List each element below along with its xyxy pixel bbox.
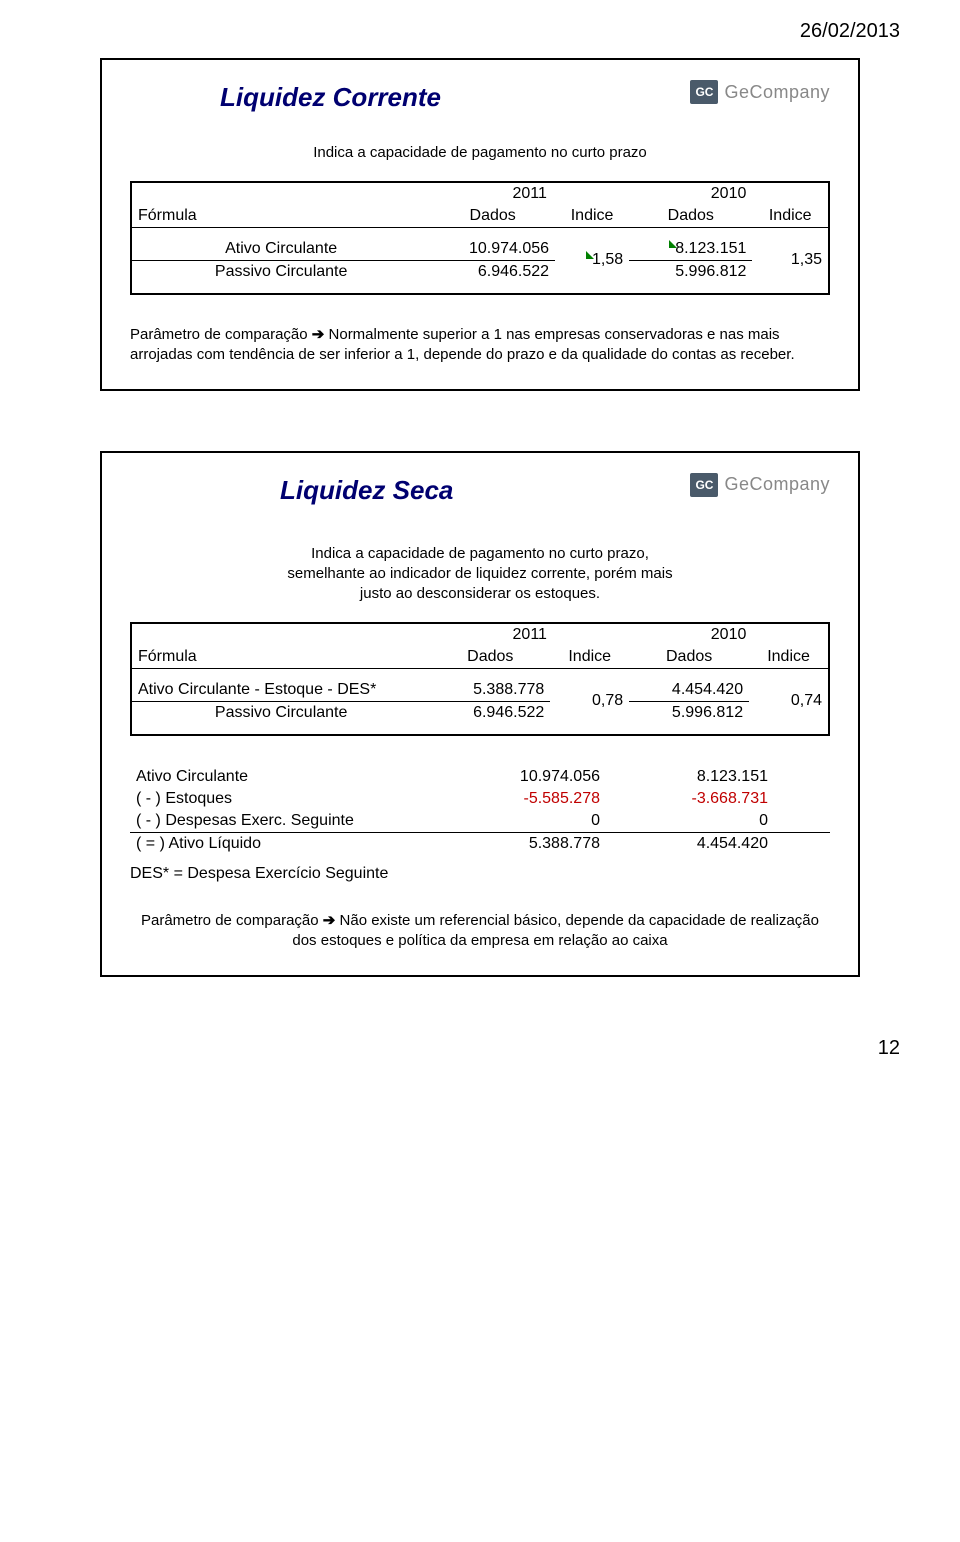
index-2011: 1,58 bbox=[592, 251, 623, 268]
table-row: Passivo Circulante 6.946.522 5.996.812 bbox=[132, 701, 828, 724]
parameter-text: Parâmetro de comparação ➔ Não existe um … bbox=[130, 911, 830, 951]
table-row: Ativo Circulante 10.974.056 1,58 8.123.1… bbox=[132, 238, 828, 261]
formula-label: Fórmula bbox=[132, 205, 430, 228]
calc-2010: 4.454.420 bbox=[606, 832, 774, 855]
year-2011: 2011 bbox=[430, 183, 629, 205]
denominator-2010: 5.996.812 bbox=[629, 701, 749, 724]
calc-2010: -3.668.731 bbox=[606, 788, 774, 810]
param-label: Parâmetro de comparação bbox=[141, 912, 319, 929]
denominator-2011: 6.946.522 bbox=[430, 260, 555, 283]
table-row: ( = ) Ativo Líquido 5.388.778 4.454.420 bbox=[130, 832, 830, 855]
calc-2011: 10.974.056 bbox=[438, 766, 606, 788]
calc-label: ( - ) Despesas Exerc. Seguinte bbox=[130, 810, 438, 833]
table-row: ( - ) Estoques -5.585.278 -3.668.731 bbox=[130, 788, 830, 810]
calc-2011: 5.388.778 bbox=[438, 832, 606, 855]
index-2010: 0,74 bbox=[749, 679, 828, 724]
arrow-right-icon: ➔ bbox=[312, 326, 329, 343]
numerator-label: Ativo Circulante - Estoque - DES* bbox=[132, 679, 430, 702]
table-row: 2011 2010 bbox=[132, 183, 828, 205]
numerator-label: Ativo Circulante bbox=[132, 238, 430, 261]
desc-line: Indica a capacidade de pagamento no curt… bbox=[311, 545, 649, 562]
col-dados: Dados bbox=[629, 646, 749, 669]
formula-label: Fórmula bbox=[132, 646, 430, 669]
table-row: 2011 2010 bbox=[132, 624, 828, 646]
calc-2011: 0 bbox=[438, 810, 606, 833]
calculation-table: Ativo Circulante 10.974.056 8.123.151 ( … bbox=[130, 766, 830, 855]
param-label: Parâmetro de comparação bbox=[130, 326, 308, 343]
slide-description: Indica a capacidade de pagamento no curt… bbox=[130, 143, 830, 163]
year-2010: 2010 bbox=[629, 183, 828, 205]
index-2010: 1,35 bbox=[752, 238, 828, 283]
desc-line: justo ao desconsiderar os estoques. bbox=[360, 585, 600, 602]
page-number: 12 bbox=[50, 1037, 900, 1060]
calc-label: ( = ) Ativo Líquido bbox=[130, 832, 438, 855]
col-indice: Indice bbox=[752, 205, 828, 228]
param-body: Não existe um referencial básico, depend… bbox=[292, 912, 819, 949]
calc-label: Ativo Circulante bbox=[130, 766, 438, 788]
year-2011: 2011 bbox=[430, 624, 629, 646]
logo: GC GeCompany bbox=[690, 80, 830, 104]
logo: GC GeCompany bbox=[690, 473, 830, 497]
table-row: ( - ) Despesas Exerc. Seguinte 0 0 bbox=[130, 810, 830, 833]
calc-2010: 0 bbox=[606, 810, 774, 833]
numerator-2011: 10.974.056 bbox=[430, 238, 555, 261]
logo-text: GeCompany bbox=[724, 82, 830, 103]
logo-mark-icon: GC bbox=[690, 80, 718, 104]
col-indice: Indice bbox=[555, 205, 629, 228]
table-row: Passivo Circulante 6.946.522 5.996.812 bbox=[132, 260, 828, 283]
numerator-2010: 8.123.151 bbox=[675, 240, 746, 257]
formula-table-box: 2011 2010 Fórmula Dados Indice Dados Ind… bbox=[130, 622, 830, 736]
year-2010: 2010 bbox=[629, 624, 828, 646]
index-2011: 0,78 bbox=[550, 679, 629, 724]
table-row: Ativo Circulante 10.974.056 8.123.151 bbox=[130, 766, 830, 788]
table-row: Fórmula Dados Indice Dados Indice bbox=[132, 646, 828, 669]
formula-table-box: 2011 2010 Fórmula Dados Indice Dados Ind… bbox=[130, 181, 830, 295]
desc-line: semelhante ao indicador de liquidez corr… bbox=[287, 565, 672, 582]
denominator-2011: 6.946.522 bbox=[430, 701, 550, 724]
calc-label: ( - ) Estoques bbox=[130, 788, 438, 810]
logo-text: GeCompany bbox=[724, 474, 830, 495]
numerator-2011: 5.388.778 bbox=[430, 679, 550, 702]
denominator-2010: 5.996.812 bbox=[629, 260, 752, 283]
formula-table: 2011 2010 Fórmula Dados Indice Dados Ind… bbox=[132, 183, 828, 293]
page: 26/02/2013 GC GeCompany Liquidez Corrent… bbox=[0, 0, 960, 1100]
col-dados: Dados bbox=[430, 646, 550, 669]
logo-mark-icon: GC bbox=[690, 473, 718, 497]
numerator-2010: 4.454.420 bbox=[629, 679, 749, 702]
table-row: Ativo Circulante - Estoque - DES* 5.388.… bbox=[132, 679, 828, 702]
slide-liquidez-seca: GC GeCompany Liquidez Seca Indica a capa… bbox=[100, 451, 860, 977]
denominator-label: Passivo Circulante bbox=[132, 260, 430, 283]
parameter-text: Parâmetro de comparação ➔ Normalmente su… bbox=[130, 325, 830, 365]
header-date: 26/02/2013 bbox=[50, 20, 900, 43]
col-dados: Dados bbox=[430, 205, 555, 228]
calc-2011: -5.585.278 bbox=[438, 788, 606, 810]
footnote: DES* = Despesa Exercício Seguinte bbox=[130, 865, 830, 883]
col-indice: Indice bbox=[749, 646, 828, 669]
calc-2010: 8.123.151 bbox=[606, 766, 774, 788]
col-dados: Dados bbox=[629, 205, 752, 228]
formula-table: 2011 2010 Fórmula Dados Indice Dados Ind… bbox=[132, 624, 828, 734]
denominator-label: Passivo Circulante bbox=[132, 701, 430, 724]
slide-description: Indica a capacidade de pagamento no curt… bbox=[130, 544, 830, 605]
table-row: Fórmula Dados Indice Dados Indice bbox=[132, 205, 828, 228]
arrow-right-icon: ➔ bbox=[323, 912, 340, 929]
col-indice: Indice bbox=[550, 646, 629, 669]
slide-liquidez-corrente: GC GeCompany Liquidez Corrente Indica a … bbox=[100, 58, 860, 391]
